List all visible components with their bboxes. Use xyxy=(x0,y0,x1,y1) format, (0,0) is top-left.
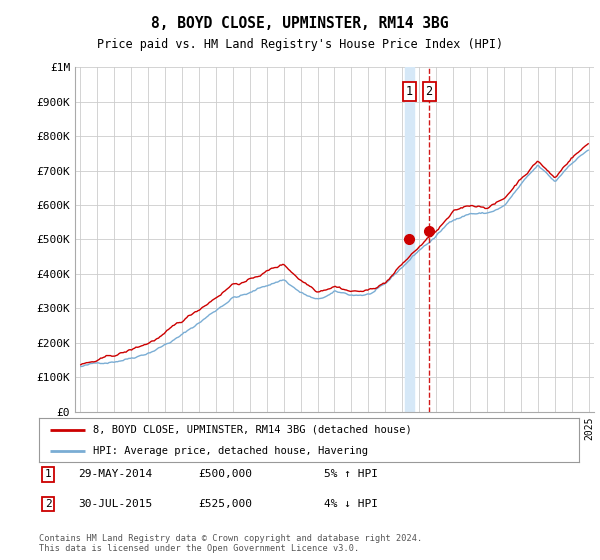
Text: 8, BOYD CLOSE, UPMINSTER, RM14 3BG (detached house): 8, BOYD CLOSE, UPMINSTER, RM14 3BG (deta… xyxy=(93,424,412,435)
Text: 1: 1 xyxy=(406,85,413,98)
Text: Price paid vs. HM Land Registry's House Price Index (HPI): Price paid vs. HM Land Registry's House … xyxy=(97,38,503,50)
Text: 30-JUL-2015: 30-JUL-2015 xyxy=(78,499,152,509)
Text: 1: 1 xyxy=(44,469,52,479)
Text: 2: 2 xyxy=(425,85,433,98)
Text: £500,000: £500,000 xyxy=(198,469,252,479)
Text: 4% ↓ HPI: 4% ↓ HPI xyxy=(324,499,378,509)
Text: Contains HM Land Registry data © Crown copyright and database right 2024.
This d: Contains HM Land Registry data © Crown c… xyxy=(39,534,422,553)
Text: 5% ↑ HPI: 5% ↑ HPI xyxy=(324,469,378,479)
Text: 29-MAY-2014: 29-MAY-2014 xyxy=(78,469,152,479)
Text: £525,000: £525,000 xyxy=(198,499,252,509)
Bar xyxy=(405,67,413,412)
Text: 8, BOYD CLOSE, UPMINSTER, RM14 3BG: 8, BOYD CLOSE, UPMINSTER, RM14 3BG xyxy=(151,16,449,31)
Text: 2: 2 xyxy=(44,499,52,509)
Text: HPI: Average price, detached house, Havering: HPI: Average price, detached house, Have… xyxy=(93,446,368,456)
